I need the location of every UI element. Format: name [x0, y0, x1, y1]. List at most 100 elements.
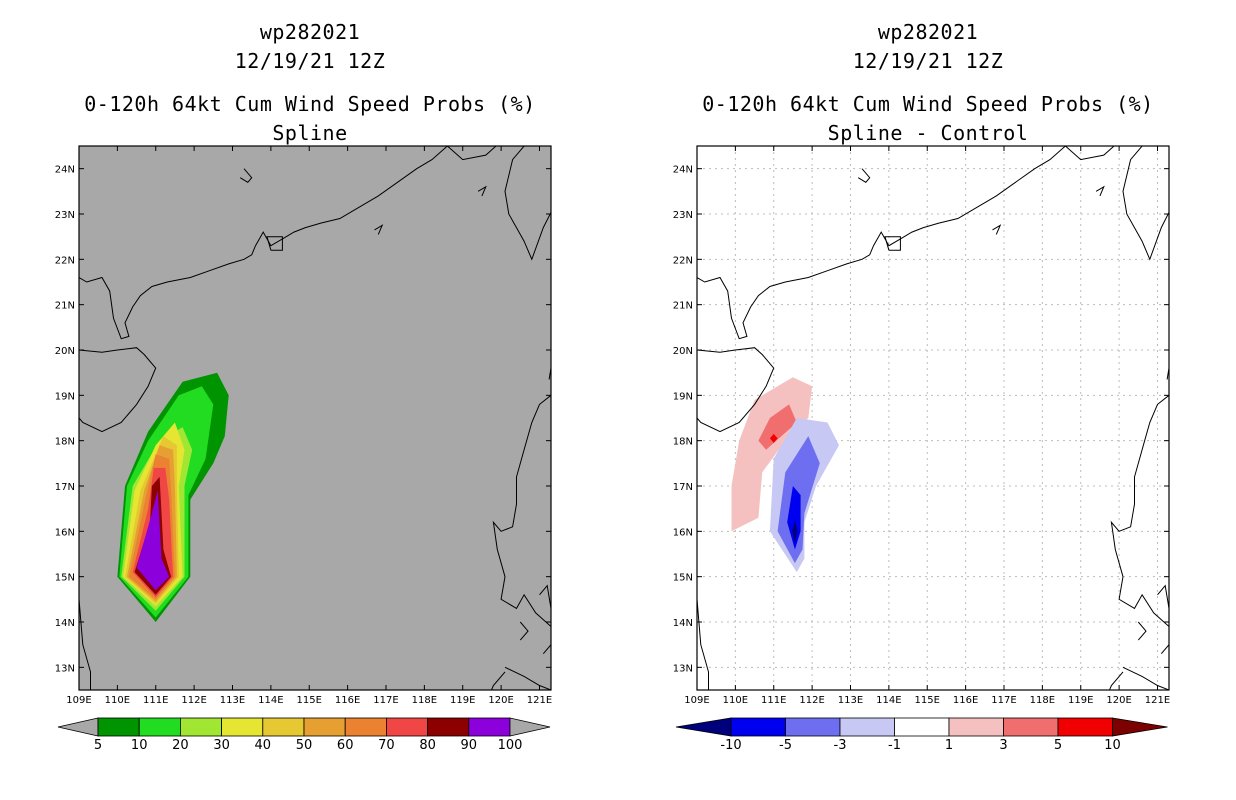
right-contour-3	[758, 404, 797, 450]
right-coastline	[697, 146, 1115, 340]
right-map: 109E 110E 111E 112E 113E 114E 115E 116E 117E 118E…	[673, 145, 1170, 753]
left-island	[519, 621, 529, 641]
right-coastline	[1122, 146, 1169, 261]
right-colorbar-swatch	[730, 717, 786, 737]
right-coastline	[697, 347, 775, 433]
right-plot-frame	[696, 145, 1170, 691]
left-ytick-label: 17N	[55, 482, 75, 493]
left-colorbar-label: 80	[419, 738, 436, 753]
right-xtick-label: 111E	[761, 695, 786, 706]
left-xtick-label: 109E	[66, 695, 91, 706]
left-xtick-label: 116E	[335, 695, 360, 706]
right-colorbar-label: 10	[1104, 738, 1121, 753]
left-colorbar-label: 100	[498, 738, 523, 753]
left-colorbar-label: 70	[378, 738, 395, 753]
left-title-product: 0-120h 64kt Cum Wind Speed Probs (%)	[84, 92, 536, 116]
right-colorbar-swatch	[894, 717, 950, 737]
right-contour-5	[769, 433, 778, 443]
right-coastline	[1122, 666, 1169, 690]
right-xtick-label: 109E	[684, 695, 709, 706]
left-xtick-label: 121E	[527, 695, 552, 706]
left-xtick-label: 119E	[450, 695, 475, 706]
left-colorbar-swatch	[179, 717, 222, 737]
left-title-date: 12/19/21 12Z	[234, 49, 386, 73]
left-coastline	[504, 666, 551, 690]
right-ytick-label: 16N	[673, 527, 693, 538]
left-xtick-label: 117E	[373, 695, 398, 706]
left-colorbar-swatch	[221, 717, 264, 737]
right-island	[1137, 621, 1147, 641]
left-colorbar-under	[57, 717, 99, 737]
left-coastline	[504, 146, 551, 261]
left-colorbar-label: 40	[255, 738, 272, 753]
right-coastline	[1110, 394, 1169, 627]
left-xtick-label: 114E	[258, 695, 283, 706]
right-island	[884, 236, 901, 251]
left-plot-frame	[78, 145, 552, 691]
left-colorbar-swatch	[468, 717, 511, 737]
right-xtick-label: 113E	[838, 695, 863, 706]
left-colorbar-label: 90	[461, 738, 478, 753]
left-map: 109E 110E 111E 112E 113E 114E 115E 116E 117E 118E…	[55, 145, 552, 753]
left-colorbar-label: 30	[213, 738, 230, 753]
left-xtick-label: 120E	[488, 695, 513, 706]
left-colorbar-label: 5	[94, 738, 102, 753]
right-island	[1157, 584, 1169, 609]
right-colorbar-swatch	[948, 717, 1004, 737]
left-island	[539, 584, 551, 609]
right-colorbar-over	[1112, 717, 1168, 737]
right-colorbar-label: -10	[720, 738, 741, 753]
right-coastlines	[697, 146, 1169, 690]
left-colorbar-swatch	[303, 717, 346, 737]
right-colorbar-swatch	[839, 717, 895, 737]
right-title-date: 12/19/21 12Z	[852, 49, 1004, 73]
left-xtick-label: 111E	[143, 695, 168, 706]
right-island	[1095, 185, 1105, 197]
left-island	[374, 224, 384, 235]
right-contour-neg10	[792, 520, 798, 543]
left-colorbar: 5 10 20 30 40 50 60 70 80 90 100	[57, 717, 551, 753]
right-ytick-label: 21N	[673, 301, 693, 312]
right-island	[857, 168, 871, 183]
left-title-storm: wp282021	[259, 20, 361, 44]
right-colorbar-swatch	[1057, 717, 1113, 737]
left-colorbar-swatch	[344, 717, 387, 737]
left-island	[266, 236, 283, 251]
left-xtick-label: 110E	[105, 695, 130, 706]
left-ytick-label: 19N	[55, 391, 75, 402]
right-colorbar-swatch	[1003, 717, 1059, 737]
right-colorbar-label: 3	[999, 738, 1007, 753]
right-xtick-label: 119E	[1068, 695, 1093, 706]
right-contour-neg5	[787, 486, 801, 550]
left-ytick-label: 24N	[55, 165, 75, 176]
right-title-storm: wp282021	[877, 20, 979, 44]
left-ytick-label: 23N	[55, 210, 75, 221]
right-ytick-label: 19N	[673, 391, 693, 402]
left-ytick-label: 13N	[55, 663, 75, 674]
left-coastline	[79, 146, 497, 340]
left-colorbar-swatch	[385, 717, 428, 737]
right-ytick-label: 14N	[673, 618, 693, 629]
left-colorbar-swatch	[97, 717, 140, 737]
left-colorbar-label: 50	[296, 738, 313, 753]
right-coastline	[1108, 671, 1124, 690]
right-colorbar-under	[675, 717, 732, 737]
right-xtick-label: 112E	[799, 695, 824, 706]
right-ytick-label: 13N	[673, 663, 693, 674]
right-colorbar-swatch	[785, 717, 841, 737]
right-xtick-label: 120E	[1106, 695, 1131, 706]
left-xtick-label: 112E	[181, 695, 206, 706]
left-title-method: Spline	[272, 121, 348, 145]
left-colorbar-label: 20	[172, 738, 189, 753]
right-filled-contours	[731, 377, 839, 573]
right-ytick-label: 22N	[673, 255, 693, 266]
left-ytick-label: 22N	[55, 255, 75, 266]
right-colorbar-label: 1	[945, 738, 953, 753]
right-ytick-label: 18N	[673, 437, 693, 448]
left-ytick-label: 14N	[55, 618, 75, 629]
right-island	[1160, 644, 1169, 655]
right-title-method: Spline - Control	[827, 121, 1029, 145]
left-ytick-label: 15N	[55, 573, 75, 584]
right-colorbar-label: 5	[1054, 738, 1062, 753]
